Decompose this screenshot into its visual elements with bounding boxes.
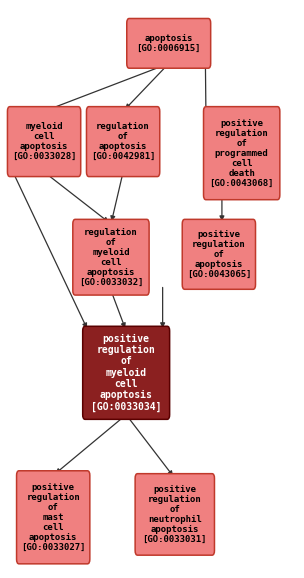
FancyBboxPatch shape <box>127 18 211 68</box>
Text: positive
regulation
of
neutrophil
apoptosis
[GO:0033031]: positive regulation of neutrophil apopto… <box>143 485 207 544</box>
FancyBboxPatch shape <box>7 106 81 177</box>
FancyBboxPatch shape <box>16 470 90 564</box>
FancyBboxPatch shape <box>182 219 255 289</box>
FancyBboxPatch shape <box>83 326 170 420</box>
FancyBboxPatch shape <box>135 474 215 555</box>
Text: positive
regulation
of
mast
cell
apoptosis
[GO:0033027]: positive regulation of mast cell apoptos… <box>21 483 85 552</box>
FancyBboxPatch shape <box>87 106 160 177</box>
FancyBboxPatch shape <box>73 219 149 295</box>
Text: apoptosis
[GO:0006915]: apoptosis [GO:0006915] <box>136 34 201 53</box>
Text: regulation
of
myeloid
cell
apoptosis
[GO:0033032]: regulation of myeloid cell apoptosis [GO… <box>79 228 143 287</box>
FancyBboxPatch shape <box>204 107 280 200</box>
Text: myeloid
cell
apoptosis
[GO:0033028]: myeloid cell apoptosis [GO:0033028] <box>12 122 76 161</box>
Text: positive
regulation
of
apoptosis
[GO:0043065]: positive regulation of apoptosis [GO:004… <box>187 229 251 279</box>
Text: positive
regulation
of
programmed
cell
death
[GO:0043068]: positive regulation of programmed cell d… <box>209 118 274 188</box>
Text: regulation
of
apoptosis
[GO:0042981]: regulation of apoptosis [GO:0042981] <box>91 122 155 161</box>
Text: positive
regulation
of
myeloid
cell
apoptosis
[GO:0033034]: positive regulation of myeloid cell apop… <box>91 334 161 412</box>
